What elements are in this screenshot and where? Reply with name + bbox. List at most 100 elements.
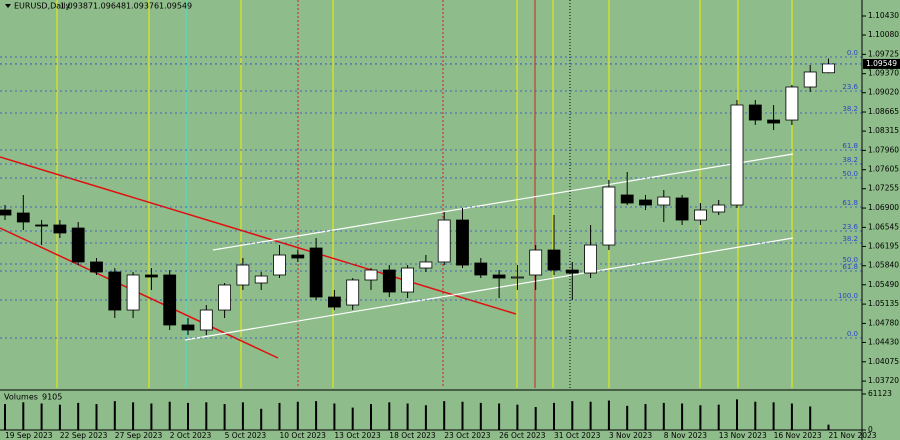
y-tick-label: 1.08665 xyxy=(868,107,899,116)
candle-body xyxy=(474,262,488,276)
candles xyxy=(0,58,835,336)
y-tick-label: 1.09020 xyxy=(868,88,899,97)
level-label: 23.6 xyxy=(842,223,858,231)
level-label: 100.0 xyxy=(838,292,858,300)
x-tick-label: 18 Oct 2023 xyxy=(389,431,436,440)
volume-bar xyxy=(443,401,446,430)
x-tick-label: 19 Sep 2023 xyxy=(5,431,53,440)
y-tick-label: 1.07255 xyxy=(868,184,899,193)
candle-body xyxy=(803,71,817,88)
y-tick-label: 1.06545 xyxy=(868,222,899,231)
price-marker-label: 1.09549 xyxy=(866,59,897,68)
y-tick-label: 1.03720 xyxy=(868,376,899,385)
y-tick-label: 1.09370 xyxy=(868,69,899,78)
symbol-title: EURUSD,Daily xyxy=(14,2,71,11)
volume-title: Volumes xyxy=(4,393,38,402)
candle-body xyxy=(236,264,250,286)
candle-body xyxy=(382,269,396,293)
level-label: 61.8 xyxy=(842,199,858,207)
x-tick-label: 2 Oct 2023 xyxy=(170,431,212,440)
level-label: 61.8 xyxy=(842,263,858,271)
candle-body xyxy=(675,197,689,221)
volume-bar xyxy=(241,402,244,430)
volume-bar xyxy=(205,402,208,430)
candle-body xyxy=(456,219,469,266)
candle-body xyxy=(584,244,597,274)
volume-bar xyxy=(168,401,171,430)
y-tick-label: 1.05490 xyxy=(868,280,899,289)
y-tick-label: 1.06900 xyxy=(868,203,899,212)
y-tick-label: 1.10430 xyxy=(868,11,899,20)
level-label: 23.6 xyxy=(842,83,858,91)
candle-body xyxy=(35,224,48,227)
volume-bar xyxy=(626,405,629,430)
drawings: 0.023.638.261.838.250.061.823.638.250.06… xyxy=(0,0,862,388)
x-tick-label: 27 Sep 2023 xyxy=(115,431,163,440)
volume-bar xyxy=(736,399,738,430)
level-label: 61.8 xyxy=(842,142,858,150)
volume-bar xyxy=(644,404,647,430)
volume-bar xyxy=(150,403,153,430)
volume-bar xyxy=(424,405,427,430)
x-tick-label: 23 Oct 2023 xyxy=(444,431,491,440)
volume-bar xyxy=(4,404,6,430)
volume-bar xyxy=(607,400,610,430)
candle-body xyxy=(822,63,835,74)
header-close: 1.09549 xyxy=(159,2,192,11)
y-tick-label: 1.04780 xyxy=(868,318,899,327)
volume-bar xyxy=(40,403,43,430)
y-tick-label: 1.06195 xyxy=(868,241,899,250)
y-tick-label: 1.04075 xyxy=(868,357,899,366)
volume-bar xyxy=(351,407,354,430)
x-tick-label: 13 Nov 2023 xyxy=(719,431,767,440)
x-tick-label: 21 Nov 2023 xyxy=(829,431,877,440)
volume-current: 9105 xyxy=(42,393,62,402)
level-label: 38.2 xyxy=(842,235,858,243)
candle-body xyxy=(254,275,268,284)
volume-bar xyxy=(772,402,775,430)
volume-bar xyxy=(406,403,409,430)
level-label: 50.0 xyxy=(842,256,858,264)
channel-line xyxy=(212,153,794,251)
candle-body xyxy=(492,274,506,279)
candle-body xyxy=(748,104,762,121)
volume-bar xyxy=(113,401,116,430)
volume-bar xyxy=(534,407,537,430)
candle-body xyxy=(547,249,561,271)
volume-bar xyxy=(315,401,318,430)
volume-bar xyxy=(516,404,519,430)
price-marker xyxy=(863,58,900,69)
y-tick-label: 1.04430 xyxy=(868,337,899,346)
volume-bar xyxy=(95,404,98,430)
candle-body xyxy=(639,199,652,206)
level-label: 0.0 xyxy=(847,49,858,57)
x-tick-label: 10 Oct 2023 xyxy=(280,431,327,440)
volume-bar xyxy=(223,404,226,430)
candle-body xyxy=(90,261,103,273)
volume-bar xyxy=(498,403,501,430)
candle-body xyxy=(199,309,213,331)
volume-bar xyxy=(296,401,299,430)
level-label: 0.0 xyxy=(847,330,858,338)
candle-body xyxy=(730,104,744,206)
channel-line xyxy=(184,237,794,341)
candle-body xyxy=(181,324,195,331)
candle-body xyxy=(327,296,341,308)
volume-bar xyxy=(58,404,61,430)
x-tick-label: 5 Oct 2023 xyxy=(225,431,267,440)
menu-icon[interactable] xyxy=(5,4,11,8)
candle-body xyxy=(767,119,780,124)
level-label: 38.2 xyxy=(842,156,858,164)
candle-body xyxy=(529,249,543,276)
candle-body xyxy=(785,86,799,121)
candle-body xyxy=(437,219,451,263)
x-tick-label: 13 Oct 2023 xyxy=(334,431,381,440)
x-tick-label: 3 Nov 2023 xyxy=(609,431,652,440)
candle-body xyxy=(126,274,140,311)
candle-body xyxy=(273,254,286,276)
y-tick-label: 1.07605 xyxy=(868,165,899,174)
volume-bar xyxy=(22,402,25,430)
volume-bar xyxy=(754,401,757,430)
volume-bar xyxy=(479,402,482,430)
candle-body xyxy=(602,186,616,246)
